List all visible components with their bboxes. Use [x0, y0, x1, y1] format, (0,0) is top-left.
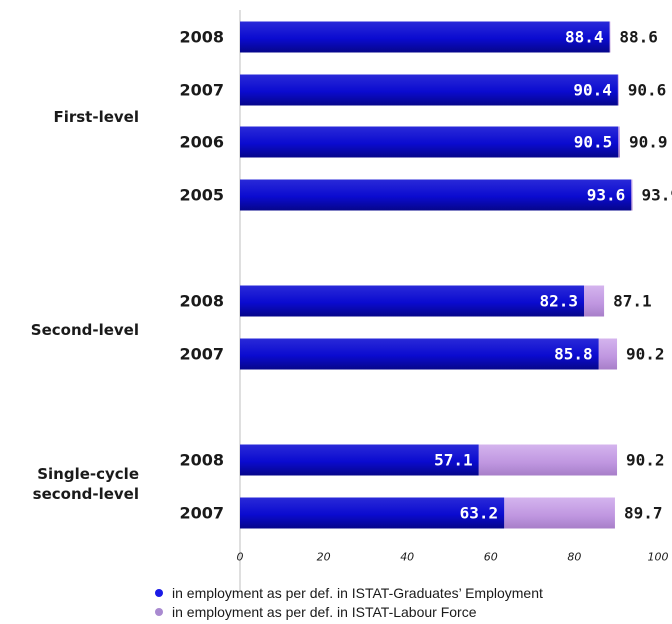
year-label: 2007 — [179, 81, 224, 100]
legend-item-graduates-employment: in employment as per def. in ISTAT-Gradu… — [153, 583, 543, 602]
x-tick-label: 80 — [567, 551, 581, 564]
year-label: 2008 — [179, 28, 224, 47]
bar-labour-force — [584, 285, 605, 317]
data-label-graduates-employment: 90.4 — [573, 81, 612, 100]
data-label-graduates-employment: 93.6 — [587, 186, 626, 205]
data-label-graduates-employment: 82.3 — [539, 292, 578, 311]
bar-graduates-employment — [240, 444, 479, 476]
x-tick-label: 60 — [484, 551, 498, 564]
bar-graduates-employment — [240, 21, 610, 53]
year-label: 2008 — [179, 292, 224, 311]
bar-graduates-employment — [240, 179, 632, 211]
bar-labour-force — [504, 497, 615, 529]
data-label-graduates-employment: 88.4 — [565, 28, 604, 47]
data-label-labour-force: 87.1 — [613, 292, 652, 311]
group-label: second-level — [33, 485, 139, 503]
year-label: 2007 — [179, 504, 224, 523]
legend-label-graduates-employment: in employment as per def. in ISTAT-Gradu… — [172, 584, 543, 601]
data-label-graduates-employment: 90.5 — [574, 133, 613, 152]
legend-swatch-blue — [155, 588, 163, 597]
group-label: Second-level — [31, 321, 139, 339]
legend-item-labour-force: in employment as per def. in ISTAT-Labou… — [153, 602, 543, 621]
chart-marks: First-level 2008 88.4 88.6 2007 90.4 90.6 2006 9… — [31, 21, 672, 564]
year-label: 2005 — [179, 186, 224, 205]
bar-graduates-employment — [240, 74, 618, 106]
bar-labour-force — [598, 338, 618, 370]
bar-labour-force — [631, 179, 633, 211]
group-label: First-level — [53, 108, 139, 126]
bar-labour-force — [478, 444, 618, 476]
bar-graduates-employment — [240, 285, 585, 317]
bar-graduates-employment — [240, 497, 505, 529]
x-tick-label: 0 — [237, 551, 244, 564]
bar-graduates-employment — [240, 338, 599, 370]
x-tick-label: 40 — [400, 551, 414, 564]
x-tick-label: 20 — [317, 551, 331, 564]
group-label: Single-cycle — [37, 465, 139, 483]
data-label-labour-force: 93.9 — [642, 186, 672, 205]
data-label-labour-force: 88.6 — [619, 28, 658, 47]
legend-label-labour-force: in employment as per def. in ISTAT-Labou… — [172, 603, 477, 620]
data-label-labour-force: 90.6 — [628, 81, 667, 100]
legend-swatch-purple — [155, 607, 163, 616]
year-label: 2007 — [179, 345, 224, 364]
legend: in employment as per def. in ISTAT-Gradu… — [153, 583, 543, 621]
bar-labour-force — [618, 126, 620, 158]
data-label-graduates-employment: 85.8 — [554, 345, 593, 364]
data-label-labour-force: 90.2 — [626, 345, 665, 364]
bar-labour-force — [617, 74, 619, 106]
data-label-labour-force: 90.2 — [626, 451, 665, 470]
data-label-graduates-employment: 63.2 — [460, 504, 499, 523]
bar-labour-force — [609, 21, 611, 53]
year-label: 2008 — [179, 451, 224, 470]
data-label-labour-force: 90.9 — [629, 133, 668, 152]
data-label-graduates-employment: 57.1 — [434, 451, 473, 470]
year-label: 2006 — [179, 133, 224, 152]
x-tick-label: 100 — [648, 551, 669, 564]
data-label-labour-force: 89.7 — [624, 504, 663, 523]
bar-graduates-employment — [240, 126, 619, 158]
